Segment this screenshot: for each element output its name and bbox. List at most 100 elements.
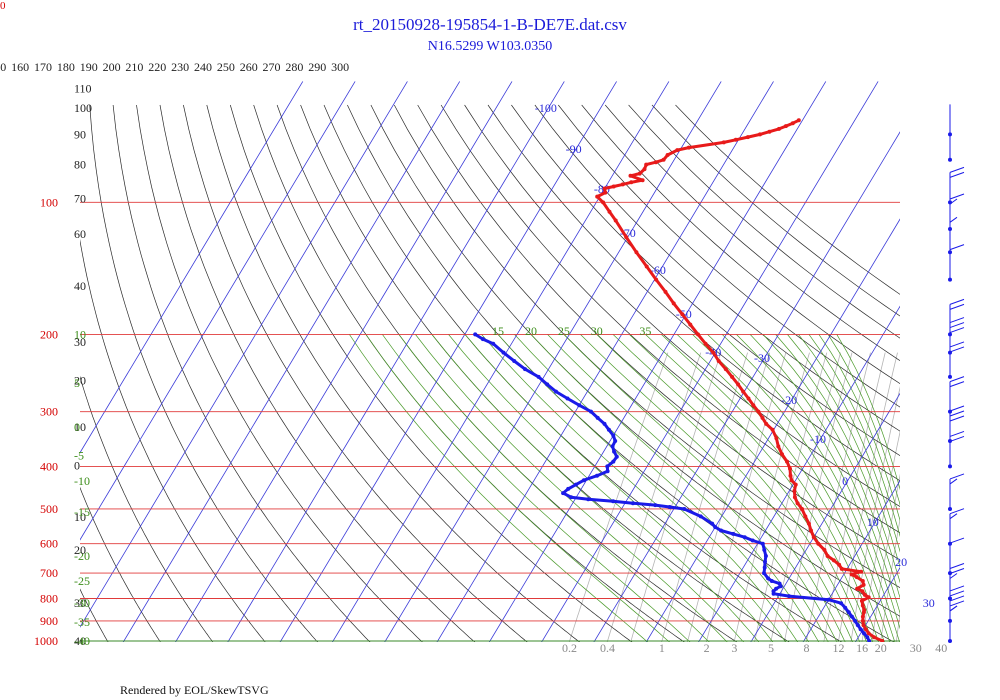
wind-barb-flag: [949, 585, 965, 592]
theta-label: 150: [0, 60, 6, 74]
moist-adiabat-line: [692, 334, 891, 642]
temperature-point: [863, 627, 868, 632]
dry-adiabat-line: [417, 104, 900, 561]
isotherm-label: -30: [754, 351, 770, 365]
temperature-point: [675, 148, 680, 153]
temperature-point: [721, 140, 726, 145]
dewpoint-point: [536, 374, 541, 379]
temperature-point: [665, 153, 670, 157]
moist-adiabat-line: [721, 334, 900, 642]
wind-barb: [948, 376, 965, 414]
wind-barb-flag: [949, 405, 965, 412]
isotherm-line: [698, 305, 900, 642]
temperature-point: [653, 160, 658, 165]
left-scale-label: 80: [74, 158, 86, 172]
isotherm-line: [332, 81, 670, 642]
temperature-point: [595, 194, 600, 199]
temperature-point: [733, 137, 738, 142]
wind-barb-flag: [949, 171, 965, 178]
theta-e-label: 25: [558, 324, 570, 338]
wind-barb-flag: [949, 381, 965, 388]
isotherm-line: [175, 81, 513, 642]
dewpoint-point: [545, 382, 550, 387]
dewpoint-point: [512, 359, 517, 363]
moist-adiabat-line: [349, 334, 649, 642]
wind-barb-base: [948, 227, 952, 231]
dewpoint-point: [731, 531, 736, 536]
dewpoint-point: [602, 421, 607, 426]
temperature-point: [767, 129, 772, 134]
moist-adiabat-line: [547, 334, 829, 642]
wind-barb-flag: [949, 573, 958, 579]
moist-adiabat-line: [836, 334, 900, 491]
dry-adiabat-line: [80, 375, 214, 642]
temperature-point: [634, 250, 639, 255]
isobar-label: 300: [40, 405, 58, 419]
wind-barb-flag: [949, 473, 965, 480]
isobar-label: 100: [40, 195, 58, 209]
dry-adiabat-line: [511, 104, 900, 457]
dewpoint-point: [843, 605, 848, 610]
temperature-point: [785, 459, 789, 464]
dry-adiabat-line: [80, 238, 266, 642]
isotherm-label: 30: [923, 596, 935, 610]
dewpoint-point: [777, 581, 782, 586]
moist-adiabat-line: [798, 334, 900, 553]
mixing-ratio-line: [895, 611, 900, 642]
isobar-label: 1000: [34, 634, 58, 648]
mixing-ratio-line: [630, 352, 722, 642]
temperature-point: [854, 575, 859, 580]
temperature-point: [862, 592, 867, 597]
isobar-label: 200: [40, 327, 58, 341]
temperature-point: [831, 558, 836, 563]
wind-barb-base: [948, 507, 952, 511]
isotherm-line: [436, 81, 774, 642]
temperature-point: [602, 186, 607, 191]
moist-adiabat-line: [818, 334, 900, 522]
wind-barb-flag: [949, 563, 965, 569]
dewpoint-point: [614, 454, 619, 459]
wind-barb-flag: [949, 303, 965, 310]
temperature-point: [760, 415, 765, 420]
temperature-point: [756, 409, 761, 414]
temperature-point: [745, 135, 750, 140]
isotherm-line: [958, 81, 1000, 644]
wind-barb-base: [948, 200, 952, 205]
isobar-label: 500: [40, 502, 58, 516]
temperature-point: [872, 635, 877, 640]
theta-label: 210: [125, 60, 143, 74]
temperature-point: [741, 389, 746, 394]
dry-adiabat-line: [159, 104, 476, 642]
moist-adiabat-line: [661, 334, 880, 642]
temperature-point: [860, 589, 865, 594]
mixing-ratio-label: 5: [768, 641, 774, 655]
temperature-point: [788, 466, 792, 471]
isotherm-line: [593, 131, 900, 642]
mixing-ratio-line: [941, 353, 983, 645]
dewpoint-point: [595, 415, 600, 420]
left-scale-label: 30: [74, 335, 86, 349]
wind-barb-flag: [949, 430, 965, 437]
temperature-point: [860, 603, 865, 608]
temperature-point: [637, 171, 642, 176]
temperature-point: [839, 566, 844, 571]
wind-barb-flag: [949, 415, 965, 422]
moist-adiabat-line: [749, 334, 900, 615]
dry-adiabat-line: [534, 104, 900, 432]
theta-label: 280: [285, 60, 303, 74]
isotherm-label: -70: [620, 226, 636, 240]
moist-adiabat-line: [762, 334, 900, 599]
moist-adiabat-line: [580, 334, 846, 642]
dewpoint-point: [586, 497, 591, 502]
wind-barb-flag: [949, 600, 965, 607]
wind-barb-flag: [949, 478, 958, 485]
wind-barb: [948, 104, 952, 137]
temperature-point: [644, 264, 649, 269]
temperature-point: [696, 332, 700, 337]
left-scale-label: 60: [74, 227, 86, 241]
wind-barb: [948, 244, 965, 282]
left-scale-label: 10: [74, 420, 86, 434]
temperature-point: [837, 562, 842, 567]
isotherm-line: [80, 81, 408, 628]
